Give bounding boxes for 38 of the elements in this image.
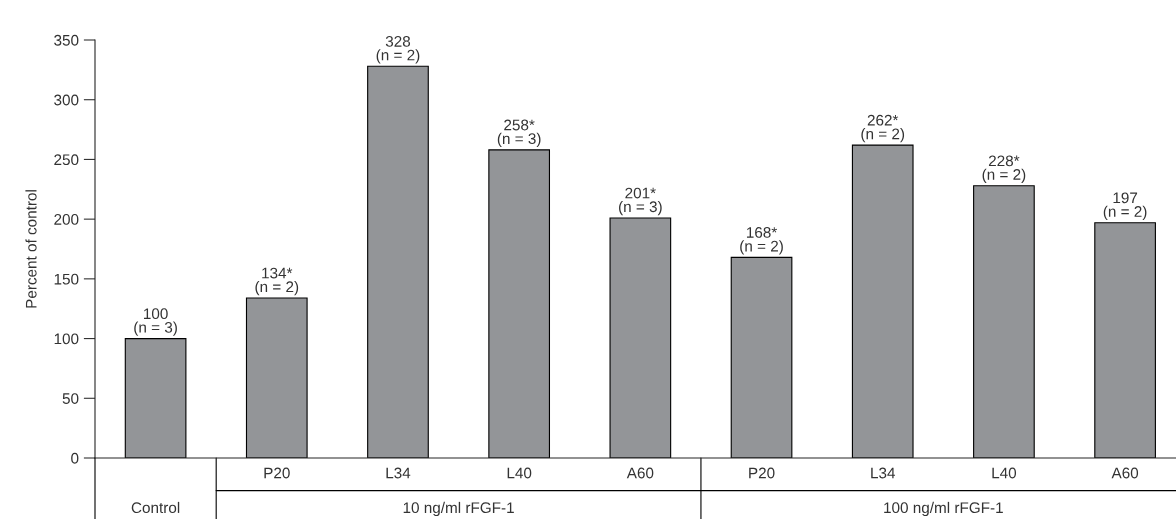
y-axis-title: Percent of control [25,190,37,308]
bar [1094,222,1156,458]
data-label: 100 (n = 3) [134,308,177,336]
x-tick-label: A60 [1111,467,1139,479]
y-tick-label: 300 [54,94,79,106]
x-tick-label: P20 [264,467,290,479]
text: 10 ng/ml rFGF-1 [403,501,514,517]
x-tick-label: P20 [749,467,775,479]
y-tick-label: 250 [54,154,79,166]
y-tick-label: 50 [62,393,79,404]
data-label: 168* (n = 2) [740,227,783,255]
bar [124,338,187,458]
bar [851,144,914,458]
y-tick-label: 200 [54,214,79,225]
x-tick-label: A60 [626,467,654,479]
data-label: 134* (n = 2) [255,267,299,296]
bar [730,256,793,458]
data-label: 258* (n = 3) [497,119,541,148]
bar [488,149,551,458]
text: Control [131,501,180,514]
bar [973,185,1035,458]
text: 100 ng/ml rFGF-1 [884,501,1003,517]
bar [609,217,672,458]
y-tick-label: 350 [54,34,79,46]
y-tick-label: 0 [71,452,79,464]
y-tick-label: 150 [54,273,79,285]
bar [367,65,429,458]
x-tick-label: L40 [507,467,532,479]
x-tick-label: L34 [386,467,411,479]
data-label: 328 (n = 2) [376,35,420,64]
y-tick-label: 100 [54,333,79,345]
bar [245,297,308,458]
x-tick-label: L40 [992,467,1017,479]
data-label: 197 (n = 2) [1103,192,1147,220]
data-label: 228* (n = 2) [982,155,1026,183]
data-label: 262* (n = 2) [861,114,905,143]
data-label: 201* (n = 3) [619,187,662,216]
x-tick-label: L34 [871,467,896,479]
